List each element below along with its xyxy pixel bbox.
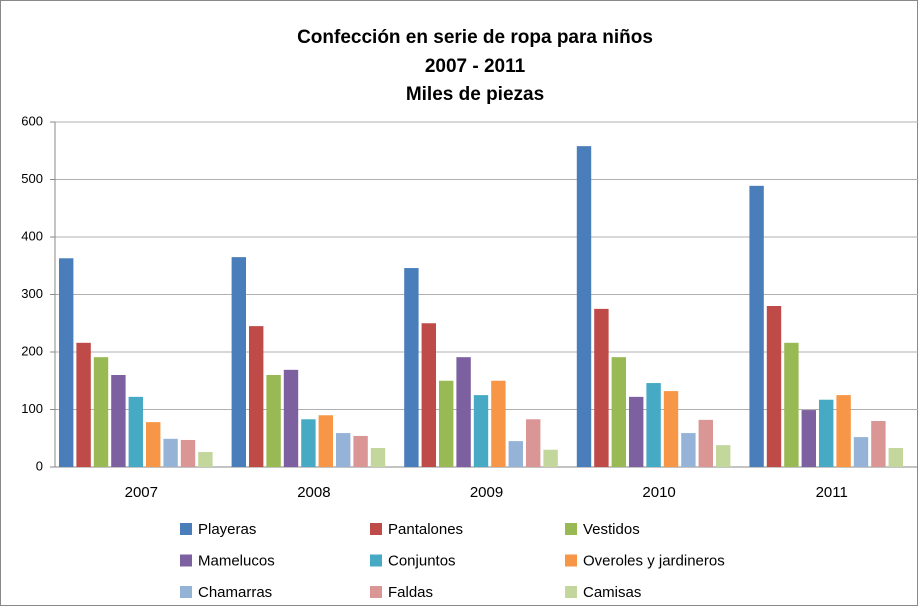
chart-title: Confección en serie de ropa para niños	[297, 27, 653, 48]
bar	[146, 422, 161, 467]
bar	[681, 433, 696, 467]
x-tick-label: 2009	[470, 484, 503, 501]
x-tick-label: 2008	[297, 484, 330, 501]
legend-swatch	[565, 523, 577, 535]
bar	[456, 357, 471, 467]
bar	[266, 375, 281, 467]
x-tick-label: 2011	[816, 484, 848, 501]
bar	[784, 342, 799, 467]
legend-swatch	[180, 554, 192, 567]
bar	[646, 383, 661, 467]
y-tick-label: 500	[21, 171, 43, 186]
bar	[611, 357, 626, 467]
bar	[871, 421, 886, 467]
bar	[93, 357, 109, 467]
bar	[353, 435, 368, 467]
bar	[283, 369, 299, 467]
bar	[249, 326, 264, 467]
bar	[888, 448, 903, 467]
bar	[576, 146, 592, 467]
legend-label: Faldas	[388, 584, 433, 601]
bar	[526, 419, 541, 467]
x-tick-label: 2007	[125, 484, 158, 501]
bar	[421, 323, 436, 467]
bar	[819, 399, 834, 467]
bar	[594, 308, 609, 467]
bar	[163, 438, 178, 467]
legend-swatch	[180, 523, 192, 535]
bar	[766, 306, 782, 467]
bar	[336, 433, 351, 467]
y-tick-label: 100	[21, 401, 43, 416]
chart-subtitle: 2007 - 2011	[425, 56, 526, 77]
bar	[698, 419, 713, 467]
bar	[76, 342, 91, 467]
chart-subtitle: Miles de piezas	[406, 84, 544, 105]
bar	[231, 257, 246, 467]
y-tick-label: 300	[21, 286, 43, 301]
bar	[508, 441, 523, 467]
bar	[853, 437, 869, 467]
legend-swatch	[370, 554, 382, 567]
legend-label: Conjuntos	[388, 552, 456, 569]
bar	[301, 419, 316, 467]
legend-label: Mamelucos	[198, 552, 275, 569]
bar	[491, 380, 506, 467]
legend-label: Pantalones	[388, 521, 463, 538]
y-tick-label: 600	[21, 113, 43, 128]
bar	[180, 439, 196, 467]
bar	[543, 449, 558, 467]
legend-label: Chamarras	[198, 584, 272, 601]
legend-label: Camisas	[583, 584, 641, 601]
legend-swatch	[370, 586, 382, 598]
legend-label: Vestidos	[583, 521, 640, 538]
bar	[370, 448, 386, 467]
legend-swatch	[370, 523, 382, 535]
bar	[749, 185, 764, 467]
y-tick-label: 400	[21, 228, 43, 243]
x-tick-label: 2010	[642, 484, 675, 501]
y-tick-label: 200	[21, 343, 43, 358]
bar	[404, 268, 419, 467]
legend-swatch	[565, 554, 577, 567]
legend-swatch	[180, 586, 192, 598]
bar	[629, 396, 644, 467]
bar	[198, 452, 213, 467]
legend-label: Overoles y jardineros	[583, 552, 725, 569]
bar	[59, 258, 74, 467]
legend-swatch	[565, 586, 577, 598]
legend-label: Playeras	[198, 521, 256, 538]
bar	[128, 396, 143, 467]
bar	[111, 375, 126, 467]
bar	[716, 445, 731, 467]
bar	[801, 410, 816, 467]
bar	[836, 395, 851, 467]
bar	[473, 395, 489, 467]
bar	[318, 415, 333, 467]
y-tick-label: 0	[36, 458, 43, 473]
bar	[439, 380, 454, 467]
bar	[663, 391, 679, 467]
